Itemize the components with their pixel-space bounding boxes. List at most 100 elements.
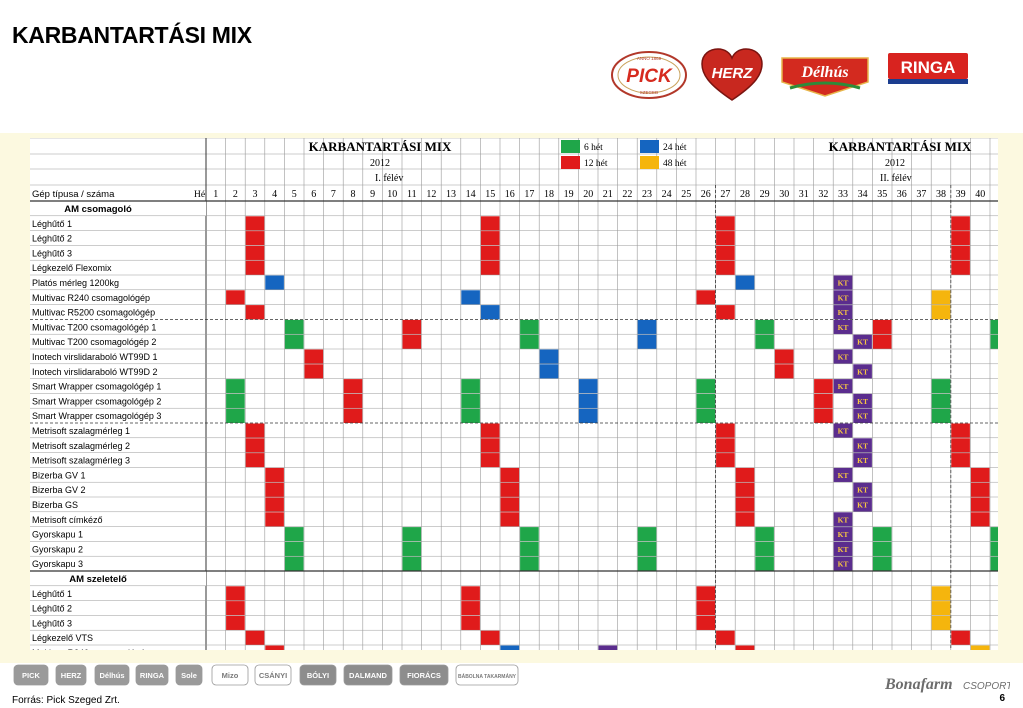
maintenance-cell-G (931, 379, 951, 394)
maintenance-cell-B (265, 275, 284, 290)
maintenance-cell-G (990, 334, 998, 349)
week-number: 9 (370, 189, 375, 200)
week-number: 36 (897, 189, 907, 200)
maintenance-cell-Y (931, 615, 951, 631)
machine-label: Multivac R240 csomagológép (32, 293, 150, 303)
bonafarm-logo: Bonafarm CSOPORT (885, 676, 1010, 693)
kt-label: KT (838, 308, 849, 317)
maintenance-cell-R (265, 512, 284, 527)
footer-brand-logo: Mizo (211, 664, 249, 686)
maintenance-cell-G (637, 556, 657, 571)
maintenance-cell-R (970, 497, 990, 512)
ringa-logo-text: RINGA (901, 58, 956, 77)
machine-label: Multivac T200 csomagológép 2 (32, 337, 156, 347)
maintenance-cell-B (578, 408, 598, 423)
bonafarm-logo-suffix: CSOPORT (963, 681, 1010, 692)
footer-brand-name: Mizo (222, 671, 239, 680)
maintenance-cell-G (461, 379, 480, 394)
legend-swatch (561, 140, 580, 153)
footer-brand-name: DALMAND (349, 671, 387, 680)
maintenance-cell-G (990, 319, 998, 335)
footer-brand-badge (254, 664, 292, 686)
machine-label: Léghűtő 2 (32, 234, 72, 244)
maintenance-cell-G (696, 393, 716, 409)
maintenance-cell-R (265, 645, 284, 650)
maintenance-cell-R (245, 245, 265, 261)
maintenance-cell-R (735, 467, 755, 483)
source-note: Forrás: Pick Szeged Zrt. (12, 695, 120, 706)
maintenance-cell-R (480, 438, 500, 453)
maintenance-cell-R (480, 260, 500, 275)
sheet-title-left: KARBANTARTÁSI MIX (309, 139, 452, 154)
maintenance-cell-R (265, 482, 284, 497)
machine-label: Inotech virslidaraboló WT99D 2 (32, 367, 158, 377)
maintenance-cell-K (833, 319, 853, 335)
kt-label: KT (838, 279, 849, 288)
maintenance-cell-R (500, 497, 520, 512)
kt-label: KT (838, 293, 849, 302)
footer-brand-badge (343, 664, 393, 686)
week-number: 30 (779, 189, 789, 200)
maintenance-cell-B (578, 393, 598, 409)
maintenance-cell-R (735, 497, 755, 512)
footer-brand-name: BÁBOLNA TAKARMÁNY (458, 673, 517, 680)
maintenance-cell-Y (931, 586, 951, 601)
maintenance-cell-B (578, 379, 598, 394)
machine-label: Smart Wrapper csomagológép 2 (32, 396, 161, 406)
maintenance-cell-K (853, 334, 872, 349)
maintenance-cell-R (696, 615, 716, 631)
ringa-logo: RINGA (888, 53, 968, 84)
maintenance-cell-R (696, 601, 716, 616)
maintenance-cell-K (833, 275, 853, 290)
maintenance-cell-K (853, 438, 872, 453)
week-number: 31 (799, 189, 809, 200)
week-number: 16 (505, 189, 515, 200)
maintenance-cell-K (833, 423, 853, 438)
maintenance-cell-R (951, 231, 970, 246)
week-number: 38 (936, 189, 946, 200)
maintenance-cell-R (304, 349, 324, 364)
kt-label: KT (857, 486, 868, 495)
kt-label: KT (838, 323, 849, 332)
maintenance-cell-G (872, 556, 892, 571)
week-number: 26 (701, 189, 711, 200)
maintenance-cell-G (284, 334, 304, 349)
maintenance-cell-R (265, 467, 284, 483)
machine-label: Metrisoft szalagmérleg 1 (32, 426, 130, 436)
week-number: 18 (544, 189, 554, 200)
maintenance-cell-R (245, 305, 265, 320)
footer-brand-name: Délhús (99, 671, 124, 680)
maintenance-cell-G (755, 334, 774, 349)
maintenance-cell-G (402, 556, 422, 571)
footer-brand-badge (13, 664, 49, 686)
maintenance-cell-G (284, 541, 304, 557)
kt-label: KT (838, 515, 849, 524)
maintenance-cell-R (716, 630, 735, 645)
week-number: 22 (622, 189, 632, 200)
maintenance-cell-R (343, 408, 363, 423)
week-number: 4 (272, 189, 277, 200)
maintenance-cell-R (814, 379, 833, 394)
machine-label: Léghűtő 1 (32, 589, 72, 599)
week-number: 14 (466, 189, 476, 200)
week-number: 35 (877, 189, 887, 200)
machine-label: Inotech virslidaraboló WT99D 1 (32, 352, 158, 362)
maintenance-cell-B (461, 290, 480, 305)
legend-swatch (640, 156, 659, 169)
maintenance-cell-R (245, 630, 265, 645)
maintenance-cell-Y (970, 645, 990, 650)
maintenance-cell-R (500, 482, 520, 497)
maintenance-cell-R (245, 260, 265, 275)
maintenance-cell-G (520, 556, 539, 571)
week-number: 29 (760, 189, 770, 200)
maintenance-cell-R (774, 364, 794, 379)
maintenance-cell-K (833, 379, 853, 394)
maintenance-cell-G (520, 527, 539, 542)
maintenance-cell-R (716, 438, 735, 453)
week-number: 19 (564, 189, 574, 200)
slide-title: KARBANTARTÁSI MIX (12, 22, 252, 48)
week-number: 7 (331, 189, 336, 200)
maintenance-cell-R (226, 586, 245, 601)
machine-label: Gyorskapu 1 (32, 530, 83, 540)
machine-label: Léghűtő 3 (32, 248, 72, 258)
